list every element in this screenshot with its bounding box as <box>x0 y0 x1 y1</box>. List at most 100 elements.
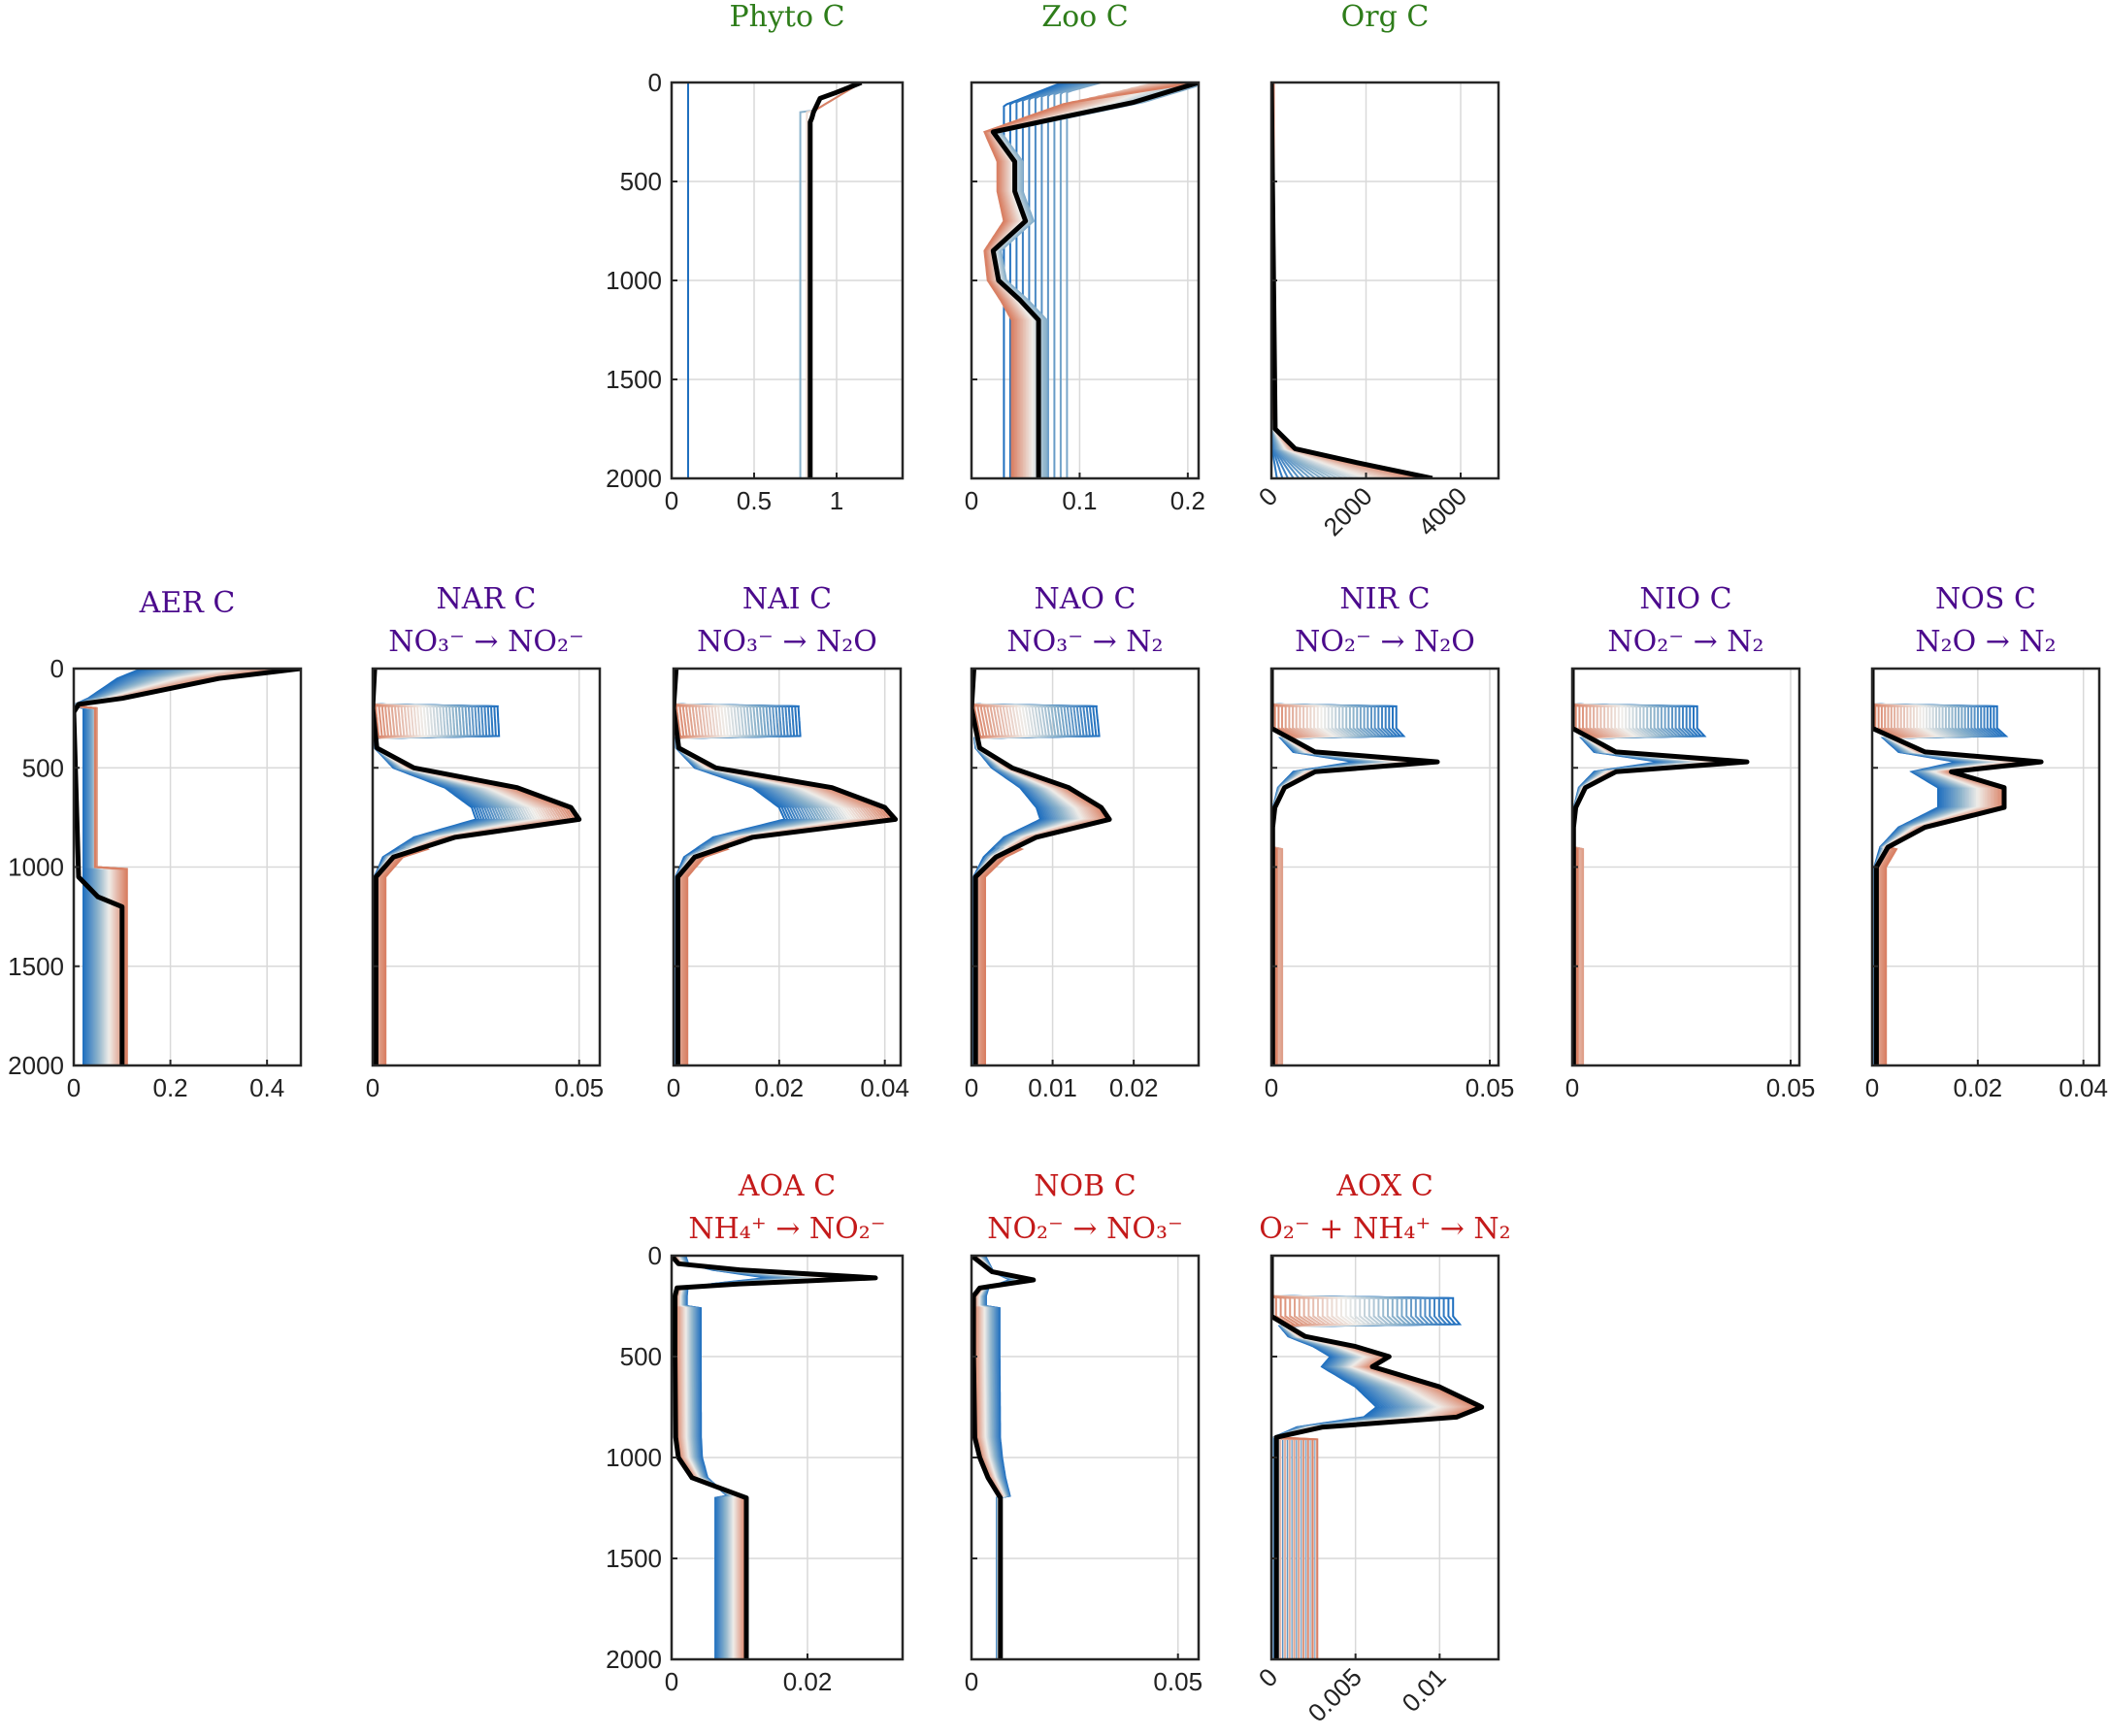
series-line <box>972 669 1106 1065</box>
x-tick-label: 2000 <box>1318 481 1378 541</box>
final-profile-line <box>1271 82 1433 478</box>
panel-aoa-c: AOA C NH₄⁺ → NO₂⁻ 0 0.02 0 500 1000 1500 2000 <box>606 1169 905 1696</box>
panel-subtitle: NO₂⁻ → N₂ <box>1607 625 1763 659</box>
y-tick-label: 1500 <box>606 1544 662 1573</box>
y-tick-label: 0 <box>648 1241 662 1270</box>
x-tick-label: 0 <box>665 486 678 515</box>
series-line <box>806 82 863 478</box>
panel-subtitle: NO₃⁻ → N₂ <box>1006 625 1163 659</box>
x-tick-label: 0.05 <box>1153 1667 1202 1696</box>
series-line <box>1059 82 1098 478</box>
series-ensemble <box>687 82 863 478</box>
x-tick-label: 0.2 <box>152 1073 187 1102</box>
panel-title: NAI C <box>742 582 832 616</box>
final-profile-line <box>1271 1256 1485 1659</box>
x-tick-label: 0 <box>667 1073 680 1102</box>
y-tick-label: 1000 <box>606 266 662 295</box>
panel-title: AER C <box>139 586 236 620</box>
x-tick-label: 0.04 <box>860 1073 909 1102</box>
series-ensemble <box>972 1256 1037 1659</box>
x-tick-label: 0.01 <box>1028 1073 1077 1102</box>
panel-nai-c: NAI C NO₃⁻ → N₂O 0 0.02 0.04 <box>667 582 909 1102</box>
series-ensemble <box>373 669 582 1065</box>
series-line <box>1271 1256 1463 1659</box>
series-line <box>1066 82 1102 478</box>
x-tick-label: 0.05 <box>1466 1073 1515 1102</box>
y-tick-label: 500 <box>620 1342 662 1371</box>
panel-aox-c: AOX C O₂⁻ + NH₄⁺ → N₂ 0 0.005 0.01 <box>1253 1169 1511 1727</box>
final-profile-line <box>1572 669 1750 1065</box>
y-tick-label: 2000 <box>606 464 662 493</box>
panel-nir-c: NIR C NO₂⁻ → N₂O 0 0.05 <box>1265 582 1515 1102</box>
series-line <box>1271 669 1424 1065</box>
panel-zoo-c: Zoo C 0 0.1 0.2 <box>965 0 1205 515</box>
series-line <box>1572 669 1730 1065</box>
final-profile-line <box>74 669 301 1065</box>
series-line <box>1271 1256 1476 1659</box>
x-tick-label: 0.05 <box>554 1073 604 1102</box>
x-tick-label: 0 <box>1253 1662 1283 1692</box>
panel-phyto-c: Phyto C 0 0.5 1 0 500 1000 1500 2000 <box>606 0 905 515</box>
y-tick-label: 2000 <box>606 1645 662 1674</box>
x-tick-label: 0.5 <box>737 486 772 515</box>
final-profile-line <box>672 1256 878 1659</box>
series-line <box>1872 669 2035 1065</box>
x-tick-label: 0 <box>1865 1073 1879 1102</box>
x-tick-label: 0 <box>665 1667 678 1696</box>
final-profile-line <box>1872 669 2044 1065</box>
x-tick-label: 0.02 <box>1954 1073 2003 1102</box>
panel-title: AOA C <box>738 1169 836 1203</box>
y-tick-label: 500 <box>22 753 64 782</box>
series-line <box>1271 1256 1479 1659</box>
x-tick-label: 0 <box>965 1073 978 1102</box>
series-line <box>1872 669 2033 1065</box>
panel-title: NAR C <box>437 582 537 616</box>
series-line <box>76 669 301 1065</box>
series-line <box>1572 669 1737 1065</box>
panel-title: Org C <box>1341 0 1430 34</box>
x-tick-label: 0.01 <box>1397 1662 1452 1718</box>
x-tick-label: 0 <box>1253 481 1283 511</box>
series-line <box>972 669 1107 1065</box>
x-tick-label: 0 <box>965 1667 978 1696</box>
panel-subtitle: NO₂⁻ → NO₃⁻ <box>987 1212 1183 1246</box>
series-ensemble <box>1271 1256 1485 1659</box>
x-tick-label: 0.02 <box>783 1667 833 1696</box>
series-line <box>674 669 895 1065</box>
panel-title: NOS C <box>1935 582 2036 616</box>
final-profile-line <box>674 669 899 1065</box>
panel-nos-c: NOS C N₂O → N₂ 0 0.02 0.04 <box>1865 582 2108 1102</box>
series-line <box>1271 1256 1471 1659</box>
panel-org-c: Org C 0 2000 4000 <box>1253 0 1500 541</box>
series-line <box>1271 669 1429 1065</box>
series-line <box>1271 1256 1466 1659</box>
series-line <box>373 669 578 1065</box>
final-profile-line <box>807 82 863 478</box>
series-line <box>1271 669 1421 1065</box>
series-line <box>1046 82 1090 478</box>
x-tick-label: 4000 <box>1412 481 1472 541</box>
panel-nao-c: NAO C NO₃⁻ → N₂ 0 0.01 0.02 <box>965 582 1201 1102</box>
x-tick-label: 0 <box>1265 1073 1278 1102</box>
panel-subtitle: O₂⁻ + NH₄⁺ → N₂ <box>1259 1212 1510 1246</box>
x-tick-label: 0 <box>366 1073 379 1102</box>
series-line <box>674 669 892 1065</box>
final-profile-line <box>373 669 582 1065</box>
series-line <box>799 82 863 478</box>
panel-title: NIO C <box>1639 582 1731 616</box>
y-tick-label: 2000 <box>8 1051 64 1080</box>
y-tick-label: 500 <box>620 167 662 196</box>
x-tick-label: 0 <box>1565 1073 1579 1102</box>
series-ensemble <box>672 1256 878 1659</box>
panel-title: Zoo C <box>1041 0 1128 34</box>
series-ensemble <box>983 82 1199 478</box>
panel-aer-c: AER C 0 0.2 0.4 0 500 1000 1500 2000 <box>8 586 303 1102</box>
series-line <box>373 669 576 1065</box>
y-tick-label: 0 <box>648 68 662 97</box>
x-tick-label: 0.1 <box>1062 486 1097 515</box>
x-tick-label: 1 <box>830 486 843 515</box>
panel-subtitle: N₂O → N₂ <box>1915 625 2056 659</box>
series-line <box>373 669 571 1065</box>
final-profile-line <box>1271 669 1440 1065</box>
series-ensemble <box>972 669 1112 1065</box>
